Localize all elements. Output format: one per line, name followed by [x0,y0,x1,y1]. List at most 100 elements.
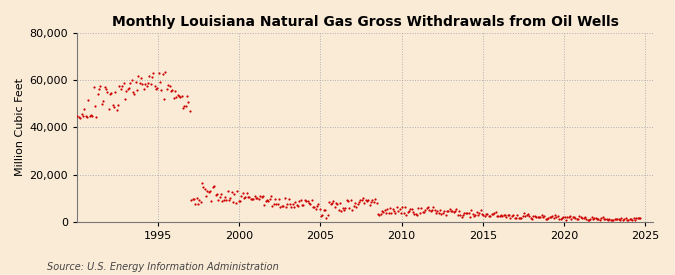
Point [379,208,390,212]
Point [540,217,551,221]
Point [176,94,187,98]
Point [483,214,494,218]
Point [604,216,615,221]
Point [180,104,191,108]
Point [358,196,369,200]
Point [163,83,173,87]
Point [444,207,455,211]
Point [133,74,144,79]
Point [394,207,405,211]
Point [477,211,487,216]
Point [539,214,549,218]
Point [213,197,223,202]
Point [263,199,273,203]
Point [130,80,141,85]
Point [436,211,447,216]
Point [321,216,332,221]
Point [75,116,86,120]
Point [122,86,133,91]
Point [250,196,261,200]
Point [80,114,91,118]
Point [464,214,475,219]
Point [506,213,517,218]
Point [437,211,448,215]
Point [392,205,402,209]
Point [209,183,219,188]
Point [631,216,642,220]
Point [402,210,413,214]
Point [414,210,425,215]
Point [350,201,360,205]
Point [460,211,471,215]
Point [223,198,234,203]
Point [107,103,118,108]
Point [420,208,431,212]
Point [547,214,558,218]
Point [265,194,276,198]
Point [138,86,149,91]
Point [404,208,414,213]
Point [273,197,284,202]
Point [268,202,279,207]
Point [253,197,264,201]
Point [556,216,567,220]
Point [249,194,260,198]
Point [156,88,167,92]
Point [410,212,421,216]
Point [111,108,122,112]
Point [142,81,153,86]
Point [236,194,246,198]
Point [257,194,268,199]
Point [238,196,249,200]
Point [620,216,631,221]
Point [635,216,646,220]
Point [616,216,627,220]
Point [593,217,604,221]
Point [246,196,257,201]
Point [132,87,142,92]
Point [290,200,301,204]
Point [316,214,327,218]
Point [211,192,222,196]
Point [435,208,446,213]
Point [225,196,236,200]
Point [141,84,152,88]
Point [355,198,366,202]
Point [113,103,124,107]
Point [397,205,408,209]
Point [347,207,358,212]
Point [494,214,505,218]
Point [271,201,281,206]
Point [172,93,183,97]
Point [581,217,592,221]
Point [98,99,109,103]
Point [462,211,472,215]
Point [117,84,128,88]
Point [510,216,521,220]
Point [584,218,595,222]
Point [514,216,525,220]
Point [619,217,630,222]
Point [102,90,113,94]
Point [463,211,474,215]
Point [608,217,619,222]
Point [128,90,138,94]
Point [157,72,168,76]
Point [393,209,404,214]
Point [401,212,412,217]
Point [300,198,310,202]
Point [134,81,145,86]
Point [146,75,157,79]
Point [119,96,130,101]
Point [423,205,433,210]
Point [78,113,88,118]
Point [95,84,106,88]
Point [306,197,317,202]
Point [516,216,526,221]
Point [332,201,343,206]
Point [88,85,99,90]
Point [417,209,428,214]
Point [344,205,355,210]
Point [356,198,367,203]
Point [148,71,159,76]
